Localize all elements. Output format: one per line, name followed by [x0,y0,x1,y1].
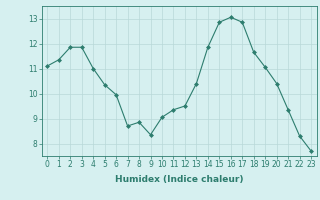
X-axis label: Humidex (Indice chaleur): Humidex (Indice chaleur) [115,175,244,184]
